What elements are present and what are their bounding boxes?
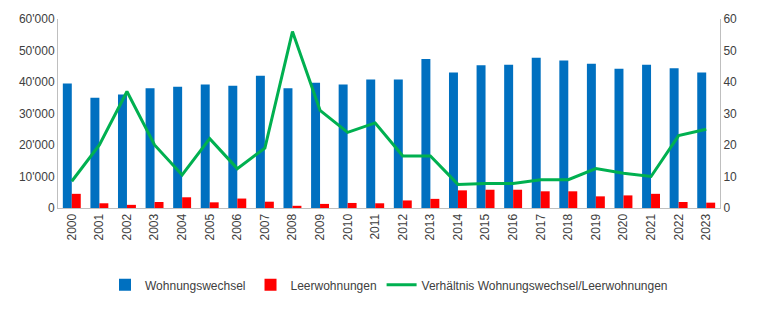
svg-text:2006: 2006 (230, 213, 244, 240)
svg-text:2007: 2007 (258, 213, 272, 240)
svg-text:2018: 2018 (561, 213, 575, 240)
svg-text:10: 10 (723, 170, 737, 184)
svg-text:0: 0 (723, 201, 730, 215)
svg-text:Verhältnis Wohnungswechsel/Lee: Verhältnis Wohnungswechsel/Leerwohnungen (422, 279, 668, 293)
svg-text:2002: 2002 (120, 213, 134, 240)
svg-text:30'000: 30'000 (19, 107, 55, 121)
svg-text:30: 30 (723, 107, 737, 121)
svg-text:2013: 2013 (423, 213, 437, 240)
svg-text:Wohnungswechsel: Wohnungswechsel (145, 279, 246, 293)
svg-text:2010: 2010 (341, 213, 355, 240)
svg-text:10'000: 10'000 (19, 170, 55, 184)
svg-text:50'000: 50'000 (19, 44, 55, 58)
svg-text:40'000: 40'000 (19, 75, 55, 89)
svg-text:20: 20 (723, 138, 737, 152)
svg-text:2005: 2005 (203, 213, 217, 240)
svg-text:2004: 2004 (175, 213, 189, 240)
svg-text:50: 50 (723, 44, 737, 58)
svg-text:Leerwohnungen: Leerwohnungen (291, 279, 377, 293)
svg-text:20'000: 20'000 (19, 138, 55, 152)
svg-text:2017: 2017 (534, 213, 548, 240)
svg-text:2021: 2021 (644, 213, 658, 240)
svg-text:2000: 2000 (65, 213, 79, 240)
svg-text:2015: 2015 (478, 213, 492, 240)
svg-text:0: 0 (48, 201, 55, 215)
svg-text:2012: 2012 (396, 213, 410, 240)
svg-text:60: 60 (723, 12, 737, 26)
svg-text:60'000: 60'000 (19, 12, 55, 26)
svg-text:2001: 2001 (92, 213, 106, 240)
svg-text:40: 40 (723, 75, 737, 89)
svg-text:2011: 2011 (368, 213, 382, 239)
svg-text:2003: 2003 (147, 213, 161, 240)
svg-text:2016: 2016 (506, 213, 520, 240)
svg-text:2022: 2022 (672, 213, 686, 240)
svg-text:2014: 2014 (451, 213, 465, 240)
svg-text:2020: 2020 (616, 213, 630, 240)
svg-text:2009: 2009 (313, 213, 327, 240)
svg-text:2023: 2023 (699, 213, 713, 240)
svg-text:2019: 2019 (589, 213, 603, 240)
svg-text:2008: 2008 (285, 213, 299, 240)
